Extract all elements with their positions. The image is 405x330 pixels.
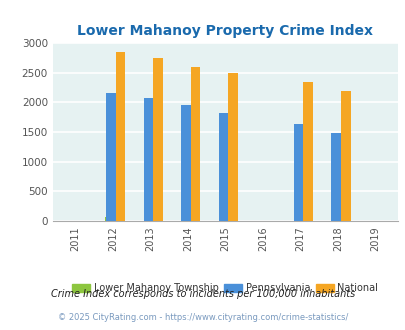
Bar bbox=[303, 82, 312, 221]
Bar bbox=[153, 58, 162, 221]
Title: Lower Mahanoy Property Crime Index: Lower Mahanoy Property Crime Index bbox=[77, 23, 373, 38]
Bar bbox=[106, 93, 115, 221]
Bar bbox=[115, 52, 125, 221]
Legend: Lower Mahanoy Township, Pennsylvania, National: Lower Mahanoy Township, Pennsylvania, Na… bbox=[68, 280, 382, 297]
Bar bbox=[293, 124, 303, 221]
Bar bbox=[218, 113, 228, 221]
Bar bbox=[190, 67, 200, 221]
Bar bbox=[330, 133, 340, 221]
Bar bbox=[143, 98, 153, 221]
Text: Crime Index corresponds to incidents per 100,000 inhabitants: Crime Index corresponds to incidents per… bbox=[51, 289, 354, 299]
Bar bbox=[181, 105, 190, 221]
Bar bbox=[340, 91, 350, 221]
Bar bbox=[228, 73, 237, 221]
Bar bbox=[105, 217, 109, 221]
Text: © 2025 CityRating.com - https://www.cityrating.com/crime-statistics/: © 2025 CityRating.com - https://www.city… bbox=[58, 313, 347, 322]
